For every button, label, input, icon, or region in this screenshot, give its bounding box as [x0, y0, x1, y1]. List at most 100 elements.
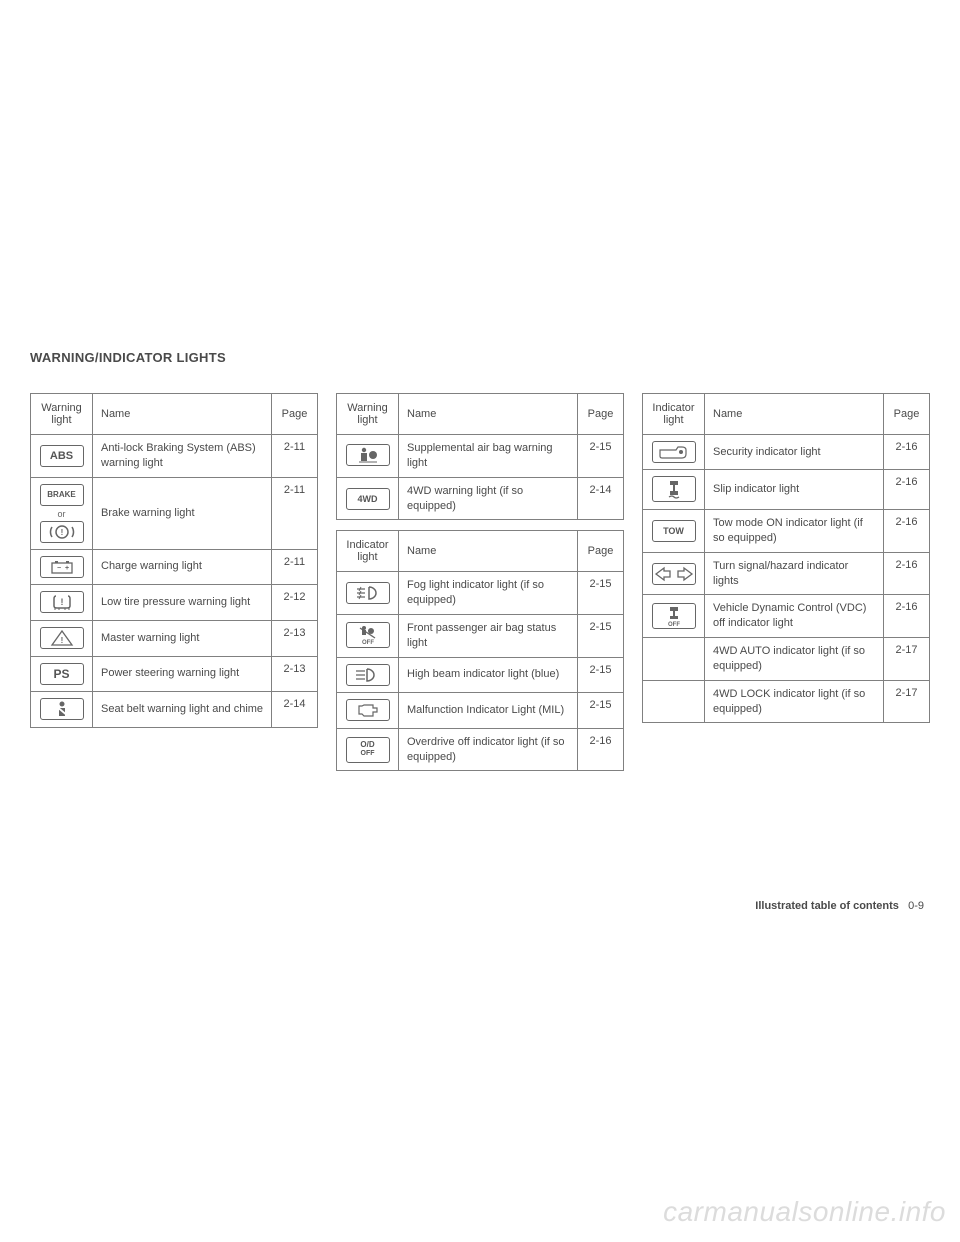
svg-text:+: +: [65, 565, 69, 572]
mil-icon: [346, 699, 390, 721]
header-page: Page: [578, 394, 624, 435]
table-row: Supplemental air bag warning light2-15: [337, 435, 624, 478]
name-cell: 4WD LOCK indicator light (if so equipped…: [705, 680, 884, 723]
icon-cell: ABS: [31, 435, 93, 478]
vdc-off-icon: OFF: [652, 603, 696, 629]
warning-table-2: Warning light Name Page Supplemental air…: [336, 393, 624, 520]
name-cell: Power steering warning light: [93, 656, 272, 691]
table-header-row: Warning light Name Page: [31, 394, 318, 435]
icon-cell: !: [31, 620, 93, 656]
table-row: High beam indicator light (blue)2-15: [337, 657, 624, 692]
icon-cell: [337, 435, 399, 478]
name-cell: Seat belt warning light and chime: [93, 691, 272, 727]
footer-page: 0-9: [908, 900, 924, 912]
table-row: Security indicator light2-16: [643, 435, 930, 470]
page-cell: 2-11: [272, 477, 318, 549]
icon-cell: 4WD: [337, 477, 399, 520]
table-row: !Master warning light2-13: [31, 620, 318, 656]
page-cell: 2-17: [884, 638, 930, 681]
name-cell: Fog light indicator light (if so equippe…: [399, 572, 578, 615]
page-cell: 2-14: [578, 477, 624, 520]
page-cell: 2-12: [272, 584, 318, 620]
name-cell: Charge warning light: [93, 549, 272, 584]
icon-cell: PS: [31, 656, 93, 691]
icon-cell: O/DOFF: [337, 728, 399, 771]
header-page: Page: [578, 531, 624, 572]
header-name: Name: [705, 394, 884, 435]
tow-icon: TOW: [652, 520, 696, 542]
page-cell: 2-16: [884, 552, 930, 595]
table-header-row: Indicator light Name Page: [643, 394, 930, 435]
icon-cell: TOW: [643, 510, 705, 553]
seatbelt-icon: [40, 698, 84, 720]
icon-cell: [337, 572, 399, 615]
page-cell: 2-15: [578, 435, 624, 478]
indicator-table-2: Indicator light Name Page Fog light indi…: [336, 530, 624, 771]
table-row: ABSAnti-lock Braking System (ABS) warnin…: [31, 435, 318, 478]
page-footer: Illustrated table of contents 0-9: [755, 900, 924, 912]
turn-signal-icon: [652, 563, 696, 585]
indicator-table-3: Indicator light Name Page Security indic…: [642, 393, 930, 723]
name-cell: 4WD warning light (if so equipped): [399, 477, 578, 520]
page-cell: 2-15: [578, 657, 624, 692]
svg-text:−: −: [57, 565, 61, 572]
table-header-row: Warning light Name Page: [337, 394, 624, 435]
column-2: Warning light Name Page Supplemental air…: [336, 393, 624, 771]
name-cell: 4WD AUTO indicator light (if so equipped…: [705, 638, 884, 681]
page-cell: 2-16: [884, 595, 930, 638]
passenger-airbag-icon: OFF: [346, 622, 390, 648]
icon-cell: [337, 692, 399, 728]
table-row: Slip indicator light2-16: [643, 470, 930, 510]
header-warning-light: Warning light: [337, 394, 399, 435]
high-beam-icon: [346, 664, 390, 686]
page-cell: 2-16: [884, 470, 930, 510]
table-row: O/DOFFOverdrive off indicator light (if …: [337, 728, 624, 771]
table-row: Seat belt warning light and chime2-14: [31, 691, 318, 727]
page-cell: 2-15: [578, 692, 624, 728]
tire-pressure-icon: !: [40, 591, 84, 613]
page-cell: 2-13: [272, 656, 318, 691]
col2-ind-body: Fog light indicator light (if so equippe…: [337, 572, 624, 771]
table-row: ! Low tire pressure warning light2-12: [31, 584, 318, 620]
overdrive-off-icon: O/DOFF: [346, 737, 390, 763]
header-name: Name: [399, 394, 578, 435]
svg-text:!: !: [60, 528, 63, 537]
header-indicator-light: Indicator light: [337, 531, 399, 572]
name-cell: Slip indicator light: [705, 470, 884, 510]
name-cell: Master warning light: [93, 620, 272, 656]
page-cell: 2-16: [578, 728, 624, 771]
header-warning-light: Warning light: [31, 394, 93, 435]
page-cell: 2-14: [272, 691, 318, 727]
page-cell: 2-17: [884, 680, 930, 723]
table-row: Turn signal/hazard indicator lights2-16: [643, 552, 930, 595]
column-1: Warning light Name Page ABSAnti-lock Bra…: [30, 393, 318, 771]
name-cell: Front passenger air bag status light: [399, 615, 578, 658]
icon-cell: [643, 552, 705, 595]
icon-cell: !: [31, 584, 93, 620]
table-row: BRAKE or ! Brake warning light2-11: [31, 477, 318, 549]
tables-row: Warning light Name Page ABSAnti-lock Bra…: [30, 393, 930, 771]
table-row: OFF Front passenger air bag status light2…: [337, 615, 624, 658]
icon-cell: −+: [31, 549, 93, 584]
table-header-row: Indicator light Name Page: [337, 531, 624, 572]
header-name: Name: [399, 531, 578, 572]
name-cell: Brake warning light: [93, 477, 272, 549]
page-cell: 2-15: [578, 615, 624, 658]
col1-body: ABSAnti-lock Braking System (ABS) warnin…: [31, 435, 318, 728]
page-cell: 2-16: [884, 510, 930, 553]
slip-icon: [652, 476, 696, 502]
svg-text:OFF: OFF: [362, 640, 374, 646]
header-page: Page: [884, 394, 930, 435]
header-name: Name: [93, 394, 272, 435]
table-row: OFFVehicle Dynamic Control (VDC) off ind…: [643, 595, 930, 638]
page-container: WARNING/INDICATOR LIGHTS Warning light N…: [0, 0, 960, 771]
name-cell: Malfunction Indicator Light (MIL): [399, 692, 578, 728]
col2-warn-body: Supplemental air bag warning light2-154W…: [337, 435, 624, 520]
battery-icon: −+: [40, 556, 84, 578]
name-cell: Low tire pressure warning light: [93, 584, 272, 620]
icon-cell: [31, 691, 93, 727]
abs-icon: ABS: [40, 445, 84, 467]
icon-cell: [643, 680, 705, 723]
icon-cell: OFF: [337, 615, 399, 658]
header-indicator-light: Indicator light: [643, 394, 705, 435]
